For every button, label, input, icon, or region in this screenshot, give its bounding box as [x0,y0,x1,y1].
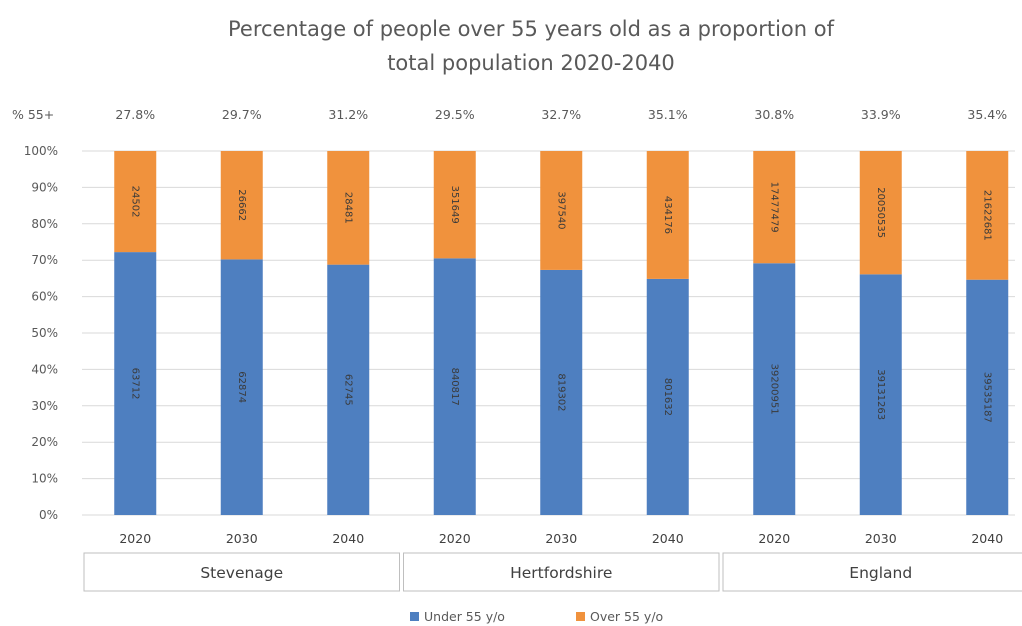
bar-value-label-over-55: 28481 [342,192,353,224]
pct-over-55-row: 27.8% 29.7% 31.2% 29.5% 32.7% 35.1% 30.8% 33.9%… [115,107,1007,122]
group-box [722,552,1022,592]
y-tick-label: 20% [31,435,58,449]
y-tick-label: 30% [31,399,58,413]
bar-value-label-over-55: 397540 [555,191,566,229]
y-tick-label: 0% [39,508,58,522]
bar-value-label-under-55: 62874 [236,371,247,403]
bar-value-label-over-55: 24502 [129,186,140,218]
bar-value-label-under-55: 801632 [662,378,673,416]
legend-swatch [410,612,419,621]
bar-value-label-under-55: 39200951 [768,364,779,415]
bar-segment-over-55 [433,151,476,259]
group-label: Stevenage [200,564,283,582]
bar-segment-over-55 [220,151,263,260]
bar-segment-over-55 [966,151,1009,280]
x-tick-label-year: 2020 [758,531,790,546]
bar-value-label-under-55: 819302 [555,373,566,411]
bar-segment-under-55 [540,269,583,515]
bar-segment-under-55 [327,264,370,515]
bar-value-label-under-55: 39535187 [981,372,992,423]
bar-segment-under-55 [753,263,796,515]
pct-over-55-value: 33.9% [861,107,901,122]
bar-segment-under-55 [966,279,1009,515]
legend-swatch [576,612,585,621]
group-label: Hertfordshire [510,564,612,582]
y-tick-label: 70% [31,253,58,267]
bar-segment-over-55 [646,151,689,279]
chart-title: Percentage of people over 55 years old a… [228,17,835,75]
bar-value-label-over-55: 351649 [449,186,460,224]
group-label: England [849,564,912,582]
bar-segment-over-55 [859,151,902,275]
pct-over-55-value: 27.8% [115,107,155,122]
y-tick-label: 60% [31,290,58,304]
y-tick-label: 100% [24,144,58,158]
bar-segment-under-55 [859,274,902,515]
bar-value-label-under-55: 39131263 [875,369,886,420]
pct-over-55-value: 30.8% [754,107,794,122]
bar-value-label-under-55: 840817 [449,368,460,406]
pct-over-55-value: 35.4% [967,107,1007,122]
bar-segment-over-55 [114,151,157,253]
x-tick-label-year: 2020 [439,531,471,546]
x-tick-label-year: 2040 [652,531,684,546]
bar-segment-under-55 [433,258,476,515]
chart-title-line-1: Percentage of people over 55 years old a… [228,17,835,41]
pct-over-55-value: 29.7% [222,107,262,122]
y-tick-label: 50% [31,326,58,340]
x-axis: 2020 2030 2040 2020 2030 2040 2020 2030 2040 [119,531,1003,546]
bar-value-label-over-55: 434176 [662,196,673,234]
pct-over-55-value: 31.2% [328,107,368,122]
legend: Under 55 y/o Over 55 y/o [410,609,663,624]
group-box [83,552,400,592]
y-tick-label: 90% [31,180,58,194]
x-tick-label-year: 2040 [332,531,364,546]
bar-segment-under-55 [646,278,689,515]
pct-over-55-value: 35.1% [648,107,688,122]
bar-segment-under-55 [220,259,263,515]
y-tick-label: 40% [31,362,58,376]
x-tick-label-year: 2030 [865,531,897,546]
bar-value-label-over-55: 20050535 [875,187,886,238]
bar-segment-over-55 [540,151,583,270]
y-tick-label: 80% [31,217,58,231]
x-tick-label-year: 2040 [971,531,1003,546]
bar-value-label-under-55: 63712 [129,368,140,400]
chart-title-line-2: total population 2020-2040 [387,51,675,75]
x-tick-label-year: 2030 [545,531,577,546]
bar-value-label-over-55: 17477479 [768,182,779,233]
pct-over-55-row-label: % 55+ [12,107,54,122]
group-labels: Stevenage Hertfordshire England [83,552,1022,592]
bar-value-label-under-55: 62745 [342,374,353,406]
bar-value-label-over-55: 21622681 [981,190,992,241]
y-tick-label: 10% [31,472,58,486]
group-box [403,552,720,592]
bar-segment-over-55 [327,151,370,265]
x-tick-label-year: 2020 [119,531,151,546]
legend-item-under-55: Under 55 y/o [424,609,505,624]
legend-item-over-55: Over 55 y/o [590,609,663,624]
x-tick-label-year: 2030 [226,531,258,546]
pct-over-55-value: 29.5% [435,107,475,122]
pct-over-55-value: 32.7% [541,107,581,122]
y-axis: 0% 10% 20% 30% 40% 50% 60% 70% 80% 90% 100% [24,144,58,522]
bars: 63712 24502 62874 26662 62745 28481 840817 3516… [114,151,1009,515]
bar-segment-over-55 [753,151,796,264]
bar-value-label-over-55: 26662 [236,189,247,221]
bar-segment-under-55 [114,252,157,515]
